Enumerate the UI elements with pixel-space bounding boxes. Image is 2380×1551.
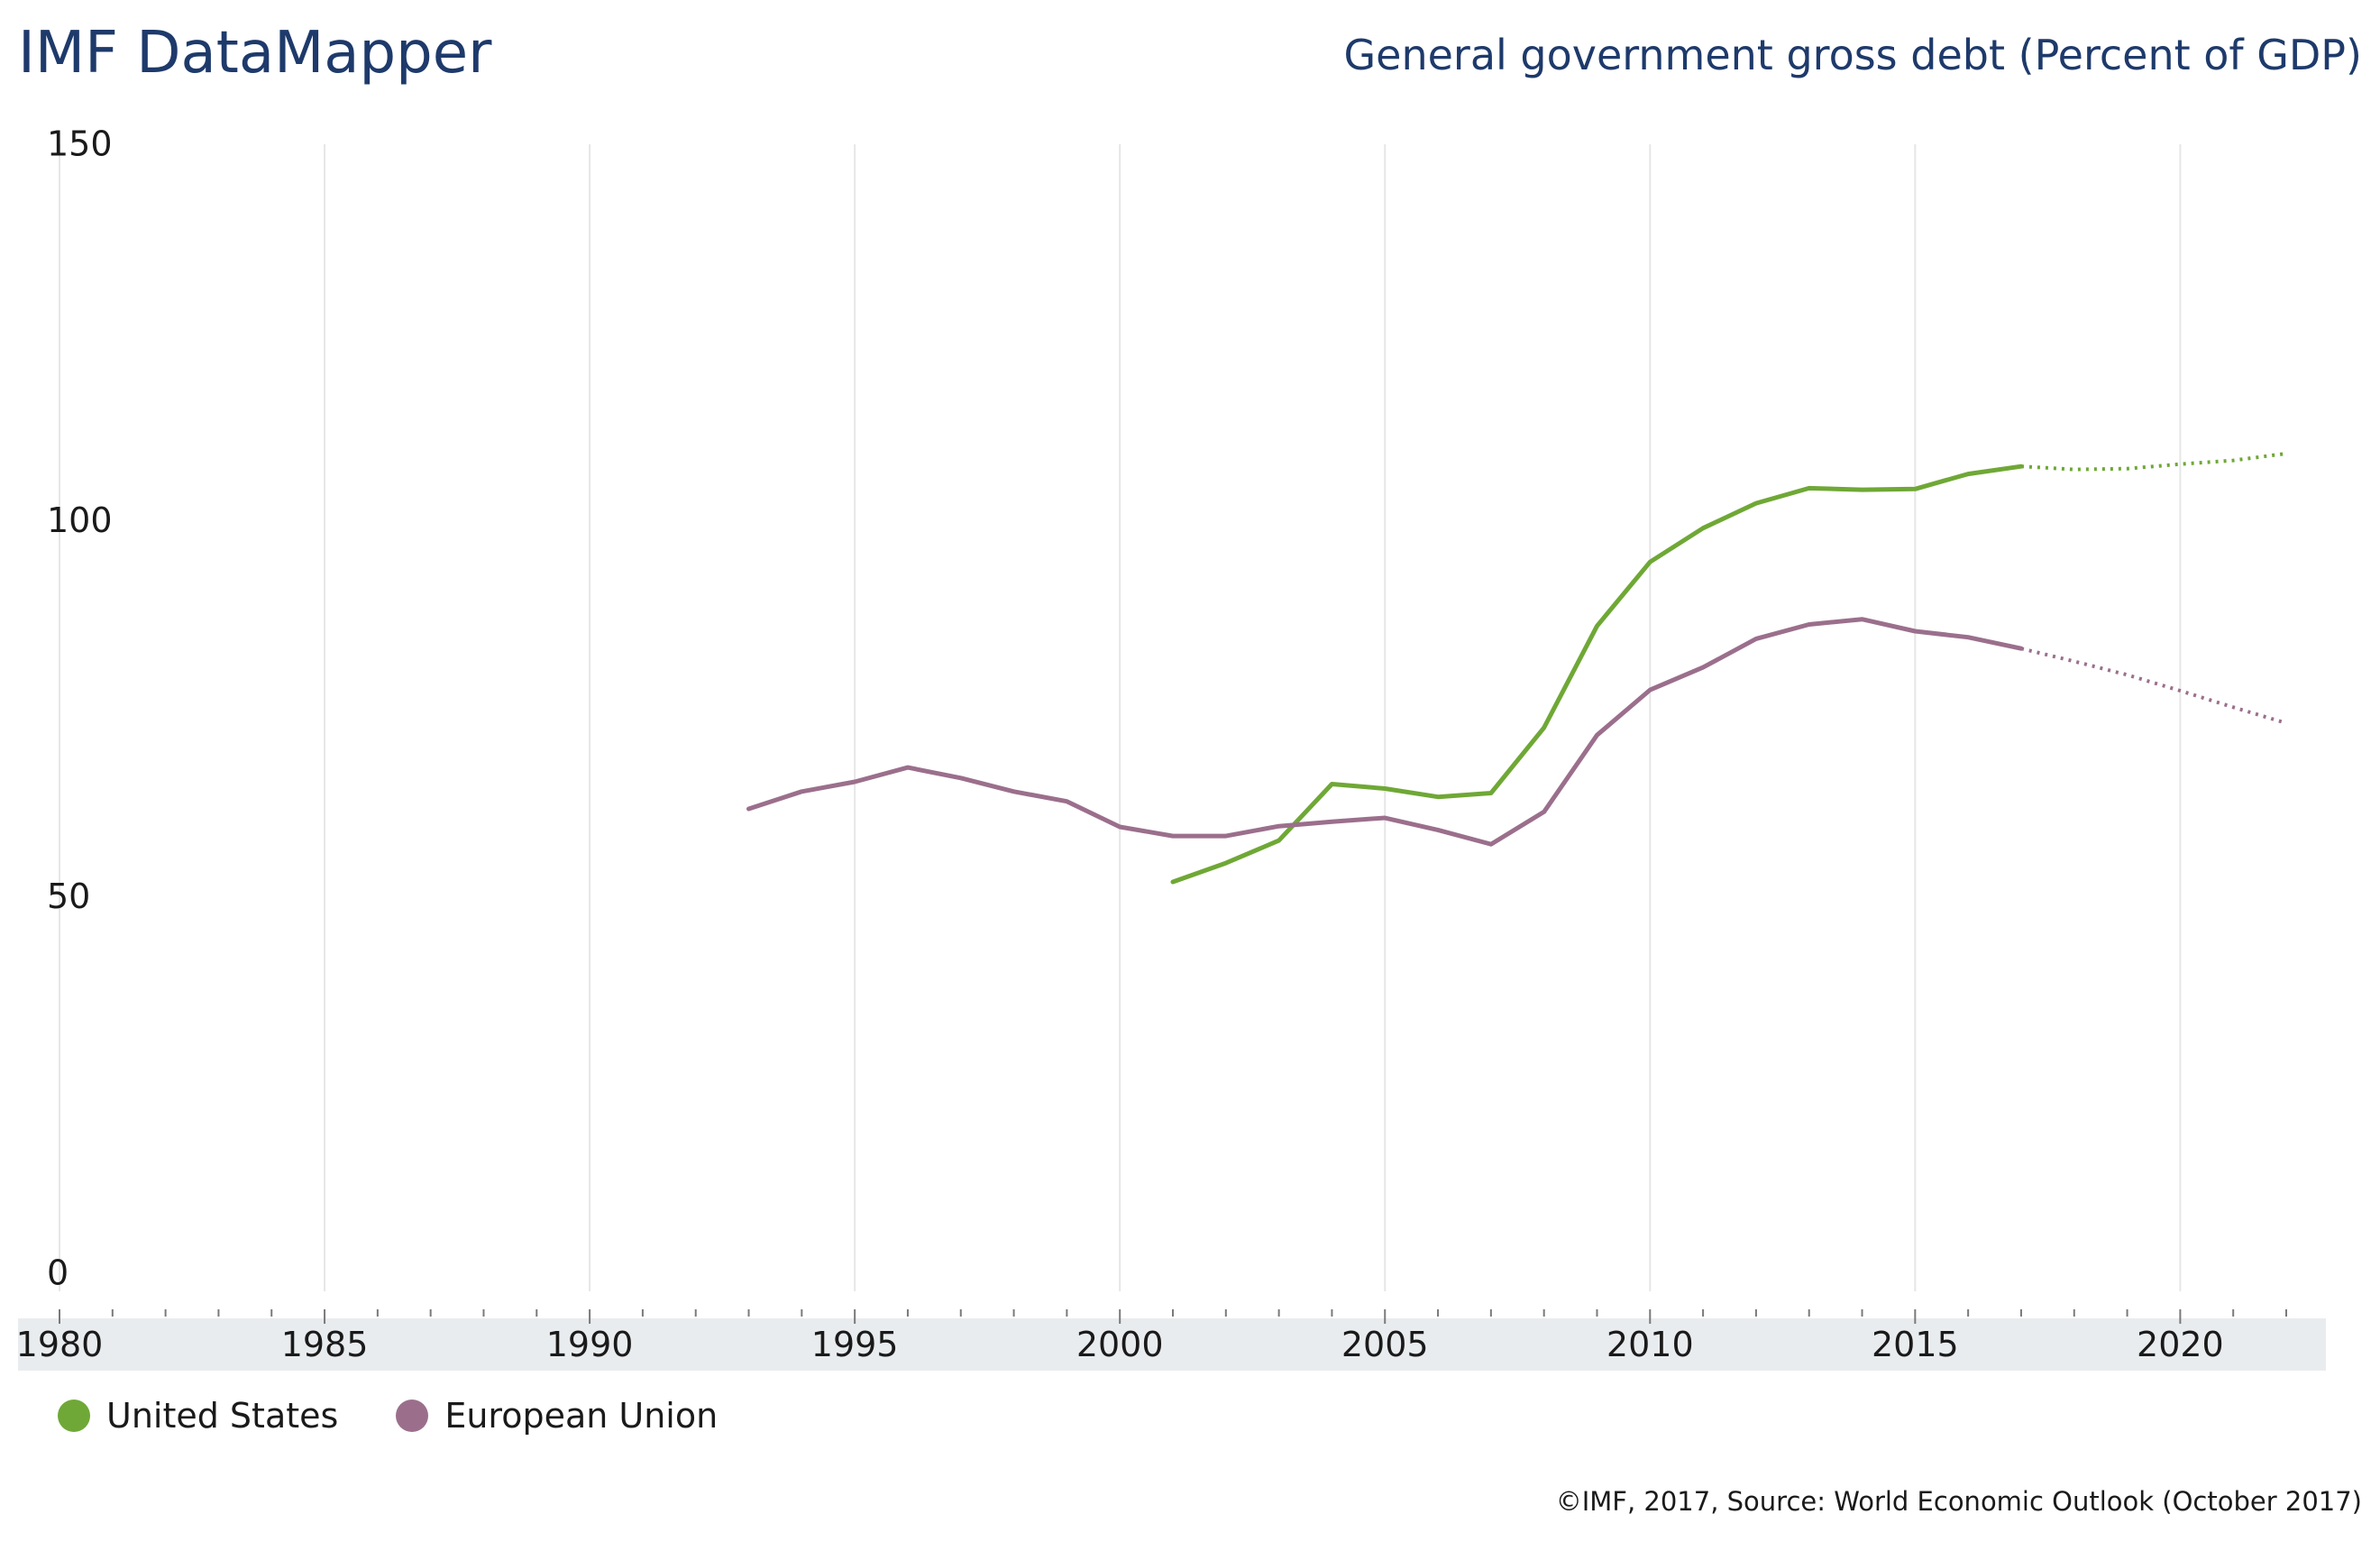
source-credit: ©IMF, 2017, Source: World Economic Outlo… <box>1555 1486 2362 1517</box>
x-tick-label-1980: 1980 <box>16 1325 104 1364</box>
legend-label-united-states: United States <box>106 1396 339 1436</box>
y-tick-label-100: 100 <box>47 500 113 540</box>
x-tick-label-2010: 2010 <box>1606 1325 1694 1364</box>
x-tick-label-2015: 2015 <box>1872 1325 1959 1364</box>
chart-title: General government gross debt (Percent o… <box>1343 31 2362 79</box>
x-axis-ticks <box>59 1309 2287 1324</box>
series-lines <box>746 452 2287 885</box>
brand-title: IMF DataMapper <box>18 20 492 87</box>
legend-swatch-european-union <box>396 1400 429 1432</box>
y-axis-labels: 0 50 100 150 <box>47 124 113 1293</box>
x-tick-label-1995: 1995 <box>811 1325 899 1364</box>
x-axis-band <box>18 1318 2326 1371</box>
x-tick-label-2020: 2020 <box>2137 1325 2224 1364</box>
x-tick-label-2005: 2005 <box>1341 1325 1429 1364</box>
x-tick-label-1990: 1990 <box>546 1325 634 1364</box>
gridlines <box>59 144 2182 1291</box>
legend-item-european-union[interactable]: European Union <box>396 1396 718 1436</box>
legend-label-european-union: European Union <box>444 1396 719 1436</box>
series-line-united-states <box>1170 463 2024 885</box>
series-line-european-union <box>746 617 2024 847</box>
x-tick-label-1985: 1985 <box>281 1325 369 1364</box>
y-tick-label-50: 50 <box>47 876 90 916</box>
x-axis-labels: 1980 1985 1990 1995 2000 2005 2010 2015 2020 <box>16 1325 2224 1364</box>
legend-item-united-states[interactable]: United States <box>58 1396 338 1436</box>
legend-swatch-united-states <box>58 1400 90 1432</box>
y-tick-label-0: 0 <box>47 1253 69 1293</box>
legend: United States European Union <box>58 1396 718 1436</box>
series-projection-european-union <box>2020 647 2287 725</box>
x-tick-label-2000: 2000 <box>1076 1325 1164 1364</box>
series-projection-united-states <box>2020 452 2287 472</box>
y-tick-label-150: 150 <box>47 124 113 164</box>
